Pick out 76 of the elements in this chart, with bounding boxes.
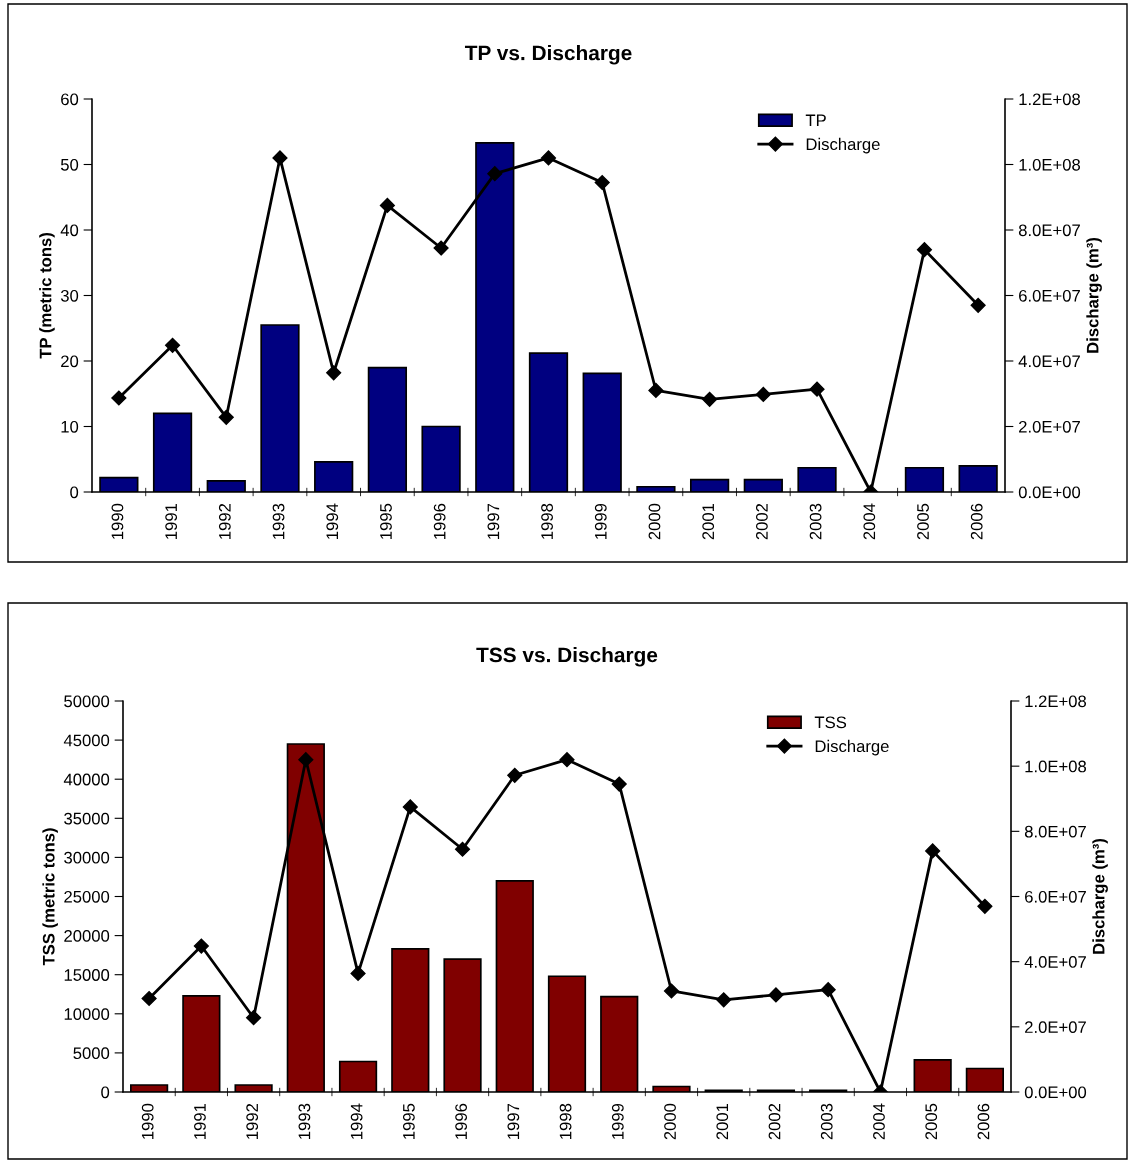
y2-tick-label: 0.0E+00 bbox=[1018, 486, 1081, 499]
y-tick-label: 10000 bbox=[64, 1008, 110, 1020]
x-tick-label: 1995 bbox=[402, 1103, 415, 1139]
y-tick-label: 0 bbox=[70, 486, 79, 499]
x-tick-label: 1996 bbox=[433, 503, 446, 539]
y-tick-label: 40000 bbox=[63, 773, 110, 786]
y-tick-label: 0 bbox=[101, 1086, 110, 1099]
x-tick-label: 1995 bbox=[380, 503, 392, 539]
x-tick-label: 2004 bbox=[863, 503, 876, 540]
x-tick-label: 1998 bbox=[541, 503, 553, 539]
x-tick-label: 2003 bbox=[820, 1103, 833, 1140]
x-tick-label: 1994 bbox=[326, 503, 339, 539]
y2-tick-label: 0.0E+00 bbox=[1024, 1086, 1087, 1099]
x-tick-label: 1999 bbox=[611, 1103, 624, 1139]
x-tick-label: 2006 bbox=[977, 1103, 990, 1140]
y2-tick-label: 4.0E+07 bbox=[1018, 355, 1080, 368]
x-tick-label: 1997 bbox=[507, 1103, 520, 1139]
y2-axis-title: Discharge (m³) bbox=[1086, 237, 1102, 353]
y-tick-label: 30000 bbox=[64, 851, 110, 864]
x-tick-label: 1994 bbox=[350, 1103, 363, 1139]
x-tick-label: 1990 bbox=[141, 1103, 154, 1139]
y2-tick-label: 2.0E+07 bbox=[1019, 420, 1080, 433]
y-tick-label: 35000 bbox=[64, 812, 110, 825]
x-tick-label: 2002 bbox=[768, 1103, 781, 1140]
x-tick-label: 1997 bbox=[487, 503, 500, 539]
y-tick-label: 50000 bbox=[64, 695, 110, 708]
y-tick-label: 20000 bbox=[64, 930, 110, 942]
chart-title: TP vs. Discharge bbox=[464, 45, 632, 65]
x-tick-label: 1991 bbox=[194, 1103, 206, 1139]
x-tick-label: 2000 bbox=[664, 1103, 676, 1140]
y2-tick-label: 1.2E+08 bbox=[1019, 93, 1081, 106]
y-tick-label: 10 bbox=[61, 420, 79, 433]
y2-tick-label: 6.0E+07 bbox=[1019, 289, 1080, 302]
y-tick-label: 45000 bbox=[63, 734, 110, 747]
x-tick-label: 1993 bbox=[272, 503, 285, 539]
x-tick-label: 2001 bbox=[702, 503, 715, 540]
x-tick-label: 1998 bbox=[559, 1103, 572, 1139]
y2-tick-label: 2.0E+07 bbox=[1025, 1021, 1086, 1034]
y-tick-label: 50 bbox=[60, 158, 79, 171]
y-axis-title: TSS (metric tons) bbox=[42, 828, 58, 966]
legend-label: Discharge bbox=[806, 137, 880, 154]
y2-tick-label: 8.0E+07 bbox=[1024, 825, 1086, 838]
x-tick-label: 2006 bbox=[970, 503, 983, 540]
legend-label: TP bbox=[805, 114, 826, 127]
x-tick-label: 2005 bbox=[917, 503, 929, 540]
y2-tick-label: 1.0E+08 bbox=[1025, 760, 1087, 773]
y2-axis-title: Discharge (m³) bbox=[1092, 838, 1108, 954]
y-tick-label: 5000 bbox=[73, 1047, 110, 1060]
y2-tick-label: 6.0E+07 bbox=[1025, 890, 1086, 903]
x-tick-label: 1993 bbox=[298, 1103, 311, 1139]
x-tick-label: 1991 bbox=[165, 503, 178, 539]
y2-tick-label: 1.0E+08 bbox=[1019, 158, 1081, 171]
x-tick-label: 1992 bbox=[218, 503, 231, 539]
x-tick-label: 1990 bbox=[111, 503, 124, 539]
y-tick-label: 40 bbox=[60, 224, 79, 237]
y-tick-label: 60 bbox=[61, 93, 79, 106]
x-tick-label: 1992 bbox=[246, 1103, 259, 1139]
x-tick-label: 2004 bbox=[873, 1103, 885, 1140]
x-tick-label: 1996 bbox=[455, 1103, 467, 1139]
y2-tick-label: 8.0E+07 bbox=[1018, 224, 1080, 237]
y-tick-label: 20 bbox=[61, 355, 79, 368]
y2-tick-label: 4.0E+07 bbox=[1024, 956, 1086, 968]
legend-label: TSS bbox=[814, 716, 847, 729]
y2-tick-label: 1.2E+08 bbox=[1025, 695, 1087, 708]
y-tick-label: 30 bbox=[60, 289, 79, 302]
x-tick-label: 2000 bbox=[648, 503, 661, 540]
y-tick-label: 25000 bbox=[64, 890, 110, 903]
chart-title: TSS vs. Discharge bbox=[476, 647, 658, 667]
x-tick-label: 2005 bbox=[925, 1103, 938, 1140]
x-tick-label: 2003 bbox=[809, 503, 822, 540]
x-tick-label: 2002 bbox=[756, 503, 768, 540]
y-axis-title: TP (metric tons) bbox=[39, 233, 55, 359]
x-tick-label: 1999 bbox=[594, 503, 607, 539]
legend-label: Discharge bbox=[815, 739, 889, 756]
x-tick-label: 2001 bbox=[716, 1103, 729, 1140]
y-tick-label: 15000 bbox=[64, 969, 110, 981]
